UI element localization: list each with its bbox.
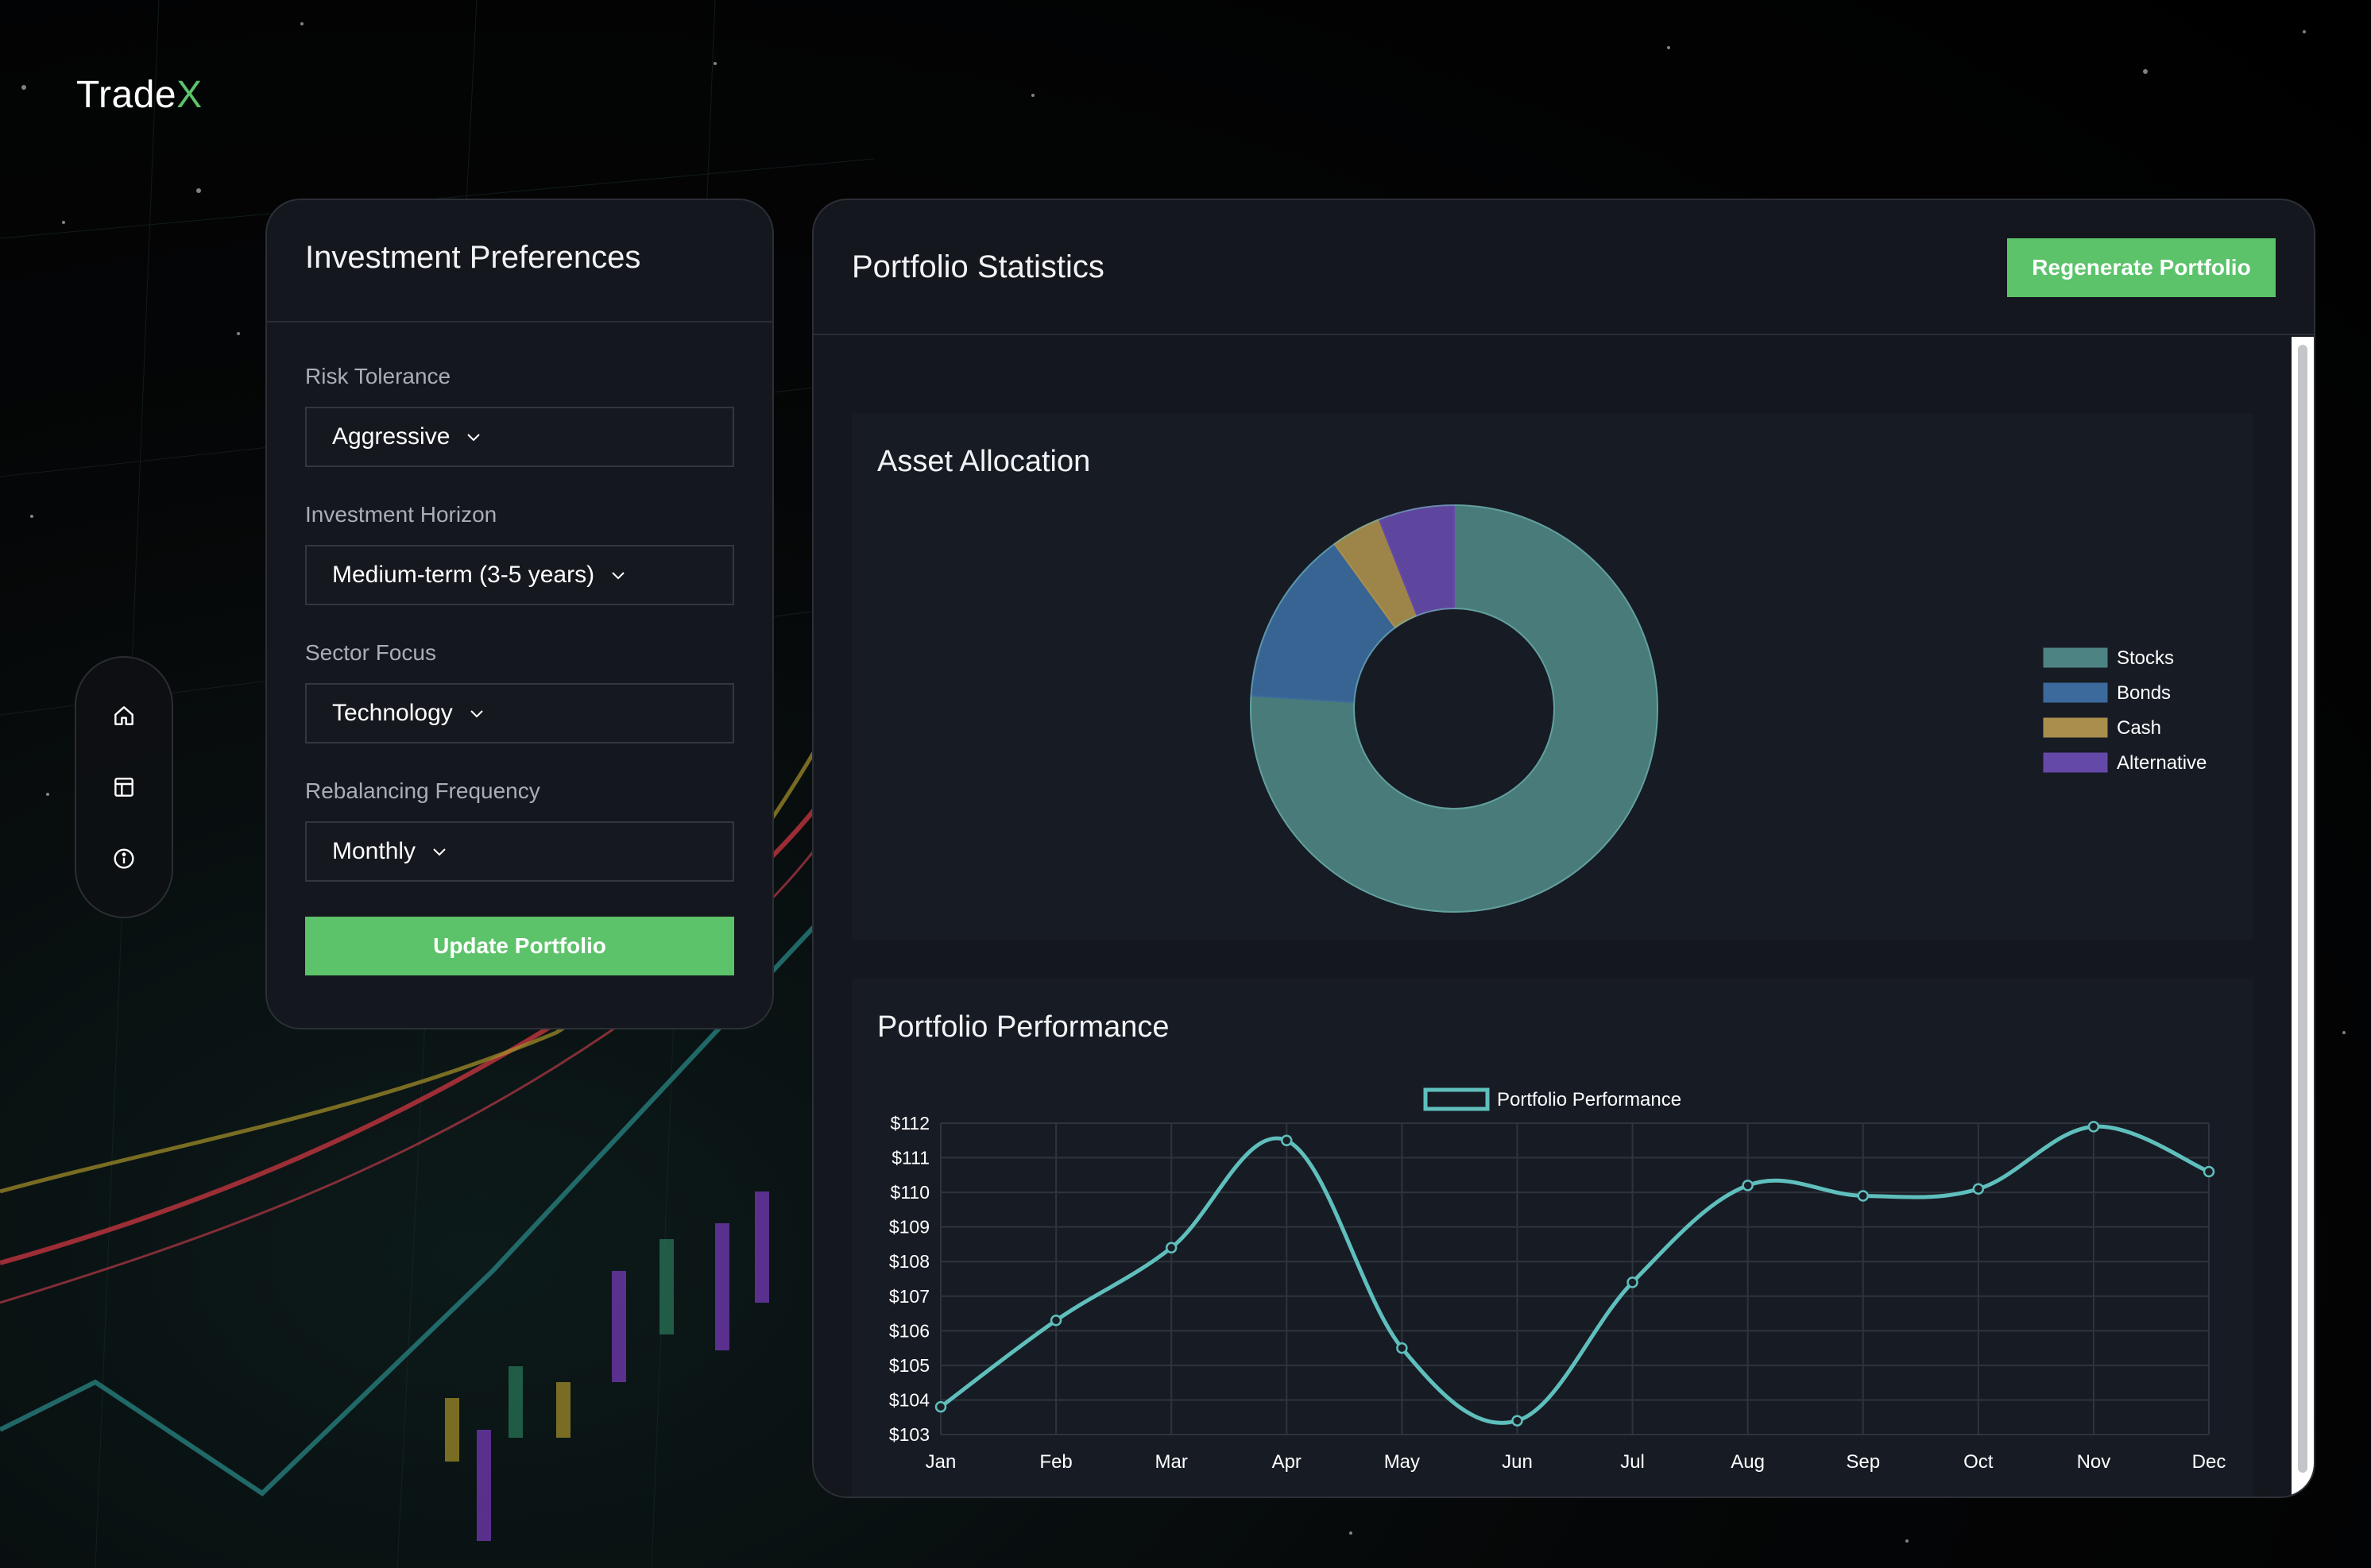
chevron-down-icon [612, 572, 625, 580]
portfolio-statistics-panel: Portfolio Statistics Regenerate Portfoli… [812, 199, 2315, 1498]
performance-point-sep[interactable] [1857, 1190, 1869, 1202]
x-tick-label: Jun [1502, 1451, 1533, 1473]
donut-inner-ring [1353, 608, 1555, 809]
asset-allocation-chart: Stocks Bonds Cash Alternative [1250, 504, 2207, 913]
nav-dashboard-button[interactable] [102, 765, 146, 809]
legend-label-performance[interactable]: Portfolio Performance [1497, 1089, 1681, 1110]
risk-tolerance-label: Risk Tolerance [305, 364, 451, 388]
performance-point-dec[interactable] [2203, 1165, 2215, 1178]
y-tick-label: $108 [889, 1251, 930, 1272]
rebalancing-frequency-value: Monthly [332, 838, 416, 864]
x-tick-label: Apr [1272, 1451, 1302, 1473]
x-tick-label: Aug [1731, 1451, 1765, 1473]
portfolio-performance-title: Portfolio Performance [877, 1010, 1170, 1044]
x-tick-label: Mar [1155, 1451, 1188, 1473]
legend-swatch-performance [1423, 1087, 1490, 1111]
x-tick-label: Oct [1963, 1451, 1994, 1473]
investment-horizon-label: Investment Horizon [305, 502, 497, 527]
y-tick-label: $111 [892, 1148, 930, 1168]
risk-tolerance-select[interactable]: Aggressive [305, 407, 734, 467]
legend-swatch-bonds [2043, 682, 2108, 703]
y-tick-label: $105 [889, 1355, 930, 1376]
legend-swatch-stocks [2043, 647, 2108, 668]
performance-point-apr[interactable] [1281, 1134, 1293, 1147]
info-icon [114, 848, 134, 869]
performance-point-nov[interactable] [2087, 1121, 2100, 1133]
chevron-down-icon [467, 434, 481, 442]
sector-focus-value: Technology [332, 700, 453, 726]
asset-allocation-title: Asset Allocation [877, 445, 1091, 478]
x-tick-label: May [1384, 1451, 1420, 1473]
rebalancing-frequency-select[interactable]: Monthly [305, 821, 734, 882]
investment-horizon-value: Medium-term (3-5 years) [332, 562, 595, 588]
portfolio-performance-chart: Portfolio Performance $112 $111 $110 $109 $10… [889, 1087, 2226, 1473]
home-icon [114, 706, 133, 725]
performance-point-feb[interactable] [1050, 1315, 1062, 1327]
chevron-down-icon [433, 848, 446, 856]
portfolio-performance-card: Portfolio Performance $112 $111 $110 $109 $10… [852, 979, 2253, 1497]
investment-horizon-select[interactable]: Medium-term (3-5 years) [305, 545, 734, 605]
sector-focus-label: Sector Focus [305, 640, 436, 665]
x-tick-label: Sep [1846, 1451, 1880, 1473]
performance-series-line [939, 1124, 2210, 1425]
x-tick-label: Feb [1039, 1451, 1072, 1473]
performance-point-jan[interactable] [934, 1400, 947, 1413]
logo-accent: X [176, 74, 203, 116]
y-tick-label: $107 [889, 1286, 930, 1307]
investment-preferences-panel: Investment Preferences Risk Tolerance Ag… [265, 199, 774, 1029]
y-tick-label: $112 [891, 1113, 930, 1134]
sector-focus-select[interactable]: Technology [305, 683, 734, 743]
legend-label-alternative[interactable]: Alternative [2117, 752, 2207, 774]
statistics-scrollbar[interactable] [2292, 337, 2314, 1497]
side-nav [75, 656, 173, 918]
app-logo[interactable]: TradeX [76, 73, 203, 117]
layout-icon [114, 778, 133, 797]
y-tick-label: $106 [889, 1320, 930, 1341]
logo-text: Trade [76, 74, 177, 116]
y-tick-label: $109 [889, 1217, 930, 1238]
performance-point-jun[interactable] [1511, 1415, 1523, 1427]
performance-point-may[interactable] [1396, 1342, 1408, 1354]
asset-allocation-card: Stocks Bonds Cash Alternative Asset Allocat… [852, 413, 2253, 940]
statistics-scroll-area[interactable]: Stocks Bonds Cash Alternative Asset Allocat… [814, 337, 2293, 1497]
legend-label-cash[interactable]: Cash [2117, 717, 2161, 739]
y-tick-label: $104 [889, 1389, 930, 1410]
performance-point-aug[interactable] [1742, 1180, 1754, 1191]
statistics-title: Portfolio Statistics [852, 249, 1104, 284]
y-tick-label: $110 [891, 1182, 930, 1203]
y-tick-label: $103 [889, 1424, 930, 1445]
performance-point-oct[interactable] [1972, 1183, 1985, 1195]
legend-swatch-cash [2043, 717, 2108, 738]
statistics-header: Portfolio Statistics Regenerate Portfoli… [814, 200, 2314, 335]
legend-label-bonds[interactable]: Bonds [2117, 682, 2171, 704]
x-tick-label: Jan [926, 1451, 957, 1473]
regenerate-portfolio-button[interactable]: Regenerate Portfolio [2007, 238, 2276, 297]
x-tick-label: Nov [2077, 1451, 2111, 1473]
legend-swatch-alternative [2043, 752, 2108, 773]
preferences-header: Investment Preferences [267, 200, 772, 322]
donut-outer-ring [1250, 504, 1658, 913]
performance-point-jul[interactable] [1626, 1276, 1638, 1288]
scrollbar-thumb[interactable] [2298, 345, 2307, 1473]
nav-info-button[interactable] [102, 836, 146, 881]
performance-point-mar[interactable] [1165, 1242, 1178, 1254]
rebalancing-frequency-label: Rebalancing Frequency [305, 778, 540, 803]
x-tick-label: Jul [1620, 1451, 1645, 1473]
chevron-down-icon [470, 710, 483, 718]
preferences-title: Investment Preferences [305, 240, 641, 275]
nav-home-button[interactable] [102, 693, 146, 738]
risk-tolerance-value: Aggressive [332, 423, 451, 450]
x-tick-label: Dec [2192, 1451, 2226, 1473]
update-portfolio-button[interactable]: Update Portfolio [305, 917, 734, 975]
legend-label-stocks[interactable]: Stocks [2117, 647, 2174, 669]
